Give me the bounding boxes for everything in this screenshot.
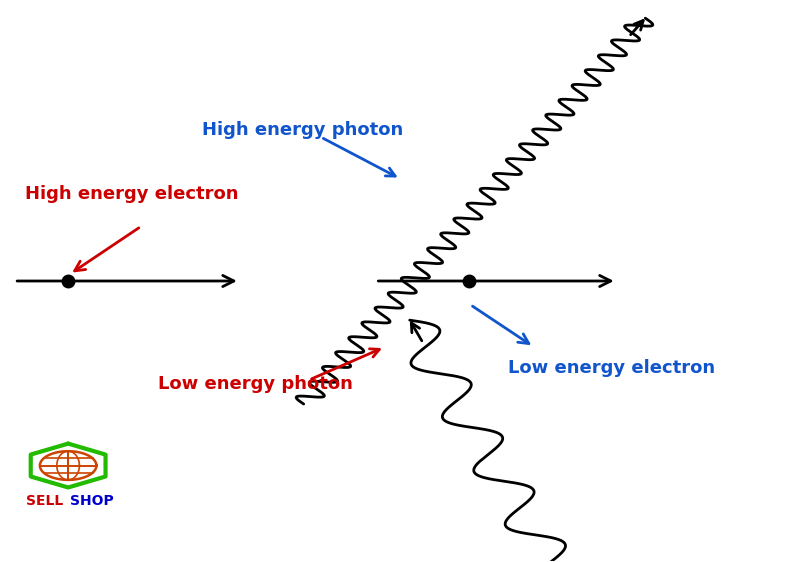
Text: Low energy photon: Low energy photon xyxy=(158,375,353,393)
Text: SELL: SELL xyxy=(26,495,63,509)
Text: High energy electron: High energy electron xyxy=(25,185,239,203)
Text: Low energy electron: Low energy electron xyxy=(507,359,715,377)
Text: High energy photon: High energy photon xyxy=(202,121,403,139)
Text: SHOP: SHOP xyxy=(70,495,113,509)
